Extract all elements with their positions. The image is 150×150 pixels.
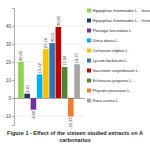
- legend-label: Vaccinium corymbosum L.: [93, 68, 140, 73]
- bar: [49, 43, 55, 98]
- legend-label: Echinacea purpurea L.: [93, 78, 133, 83]
- grid-line: [14, 44, 84, 45]
- data-label: -10,33: [68, 117, 73, 129]
- bar: [74, 64, 80, 98]
- y-tick-label: 10: [6, 78, 12, 83]
- legend-item: Hippophae rhamnoides L. - leaves: [87, 8, 150, 13]
- data-label: 2,41: [25, 84, 30, 93]
- legend-label: Hippophae rhamnoides L. - leaves: [93, 8, 150, 13]
- y-tick: 0: [8, 96, 14, 101]
- y-tick-mark: [12, 116, 14, 117]
- grid: [14, 26, 84, 116]
- y-tick-mark: [12, 98, 14, 99]
- data-label: 30,51: [50, 31, 55, 42]
- y-tick-mark: [12, 80, 14, 81]
- bar: [68, 98, 74, 117]
- legend-item: Plantago lanceolata L.: [87, 28, 132, 33]
- data-label: -6,50: [31, 110, 36, 120]
- legend-swatch: [87, 19, 91, 23]
- legend-label: Urtica dioica L.: [93, 38, 119, 43]
- data-label: 13,12: [37, 63, 42, 74]
- grid-line: [14, 26, 84, 27]
- legend-item: Hippophae rhamnoides L. - fruits: [87, 18, 150, 23]
- x-axis: [15, 98, 85, 100]
- grid-line: [14, 80, 84, 81]
- y-tick: -10: [4, 114, 14, 119]
- title: Figure 1 - Effect of the sixteen studied…: [7, 130, 143, 143]
- legend-swatch: [87, 49, 91, 53]
- data-label: 18,75: [74, 52, 79, 63]
- bar: [37, 74, 43, 98]
- legend-label: Rosa canina L.: [93, 98, 120, 103]
- legend-swatch: [87, 99, 91, 103]
- legend-item: Physalis peruviana L.: [87, 88, 131, 93]
- data-label: 39,45: [56, 15, 61, 26]
- bars: [18, 27, 80, 117]
- y-tick-mark: [12, 26, 14, 27]
- y-tick: 20: [6, 60, 14, 65]
- bar: [24, 94, 30, 98]
- y-tick-label: 40: [6, 24, 12, 29]
- bar: [56, 27, 62, 98]
- legend-item: Echinacea purpurea L.: [87, 78, 133, 83]
- bar: [18, 62, 24, 98]
- data-label: 27,14: [43, 37, 48, 48]
- y-axis-line: [12, 9, 15, 126]
- y-axis: -10 0 10 20 30 40: [4, 9, 14, 126]
- y-tick-mark: [12, 62, 14, 63]
- legend-swatch: [87, 59, 91, 63]
- y-tick-label: 20: [6, 60, 12, 65]
- legend-label: Hippophae rhamnoides L. - fruits: [93, 18, 150, 23]
- data-label: 20,00: [18, 50, 23, 61]
- y-tick: 10: [6, 78, 14, 83]
- bar: [62, 67, 68, 98]
- bar: [43, 49, 49, 98]
- legend-item: Lycium barbarum L.: [87, 58, 128, 63]
- legend-label: Plantago lanceolata L.: [93, 28, 133, 33]
- y-tick-label: 0: [8, 96, 11, 101]
- bar: [31, 98, 37, 110]
- legend-swatch: [87, 9, 91, 13]
- legend-item: Cichorium intybus L.: [87, 48, 129, 53]
- y-tick: 30: [6, 42, 14, 47]
- legend-item: Rosa canina L.: [87, 98, 119, 103]
- legend-label: Cichorium intybus L.: [93, 48, 129, 53]
- legend-swatch: [87, 89, 91, 93]
- legend-item: Vaccinium corymbosum L.: [87, 68, 139, 73]
- legend-swatch: [87, 69, 91, 73]
- chart: -10 0 10 20 30 40 20,00 2,41 -6,50 13,12 27,1430,5…: [0, 0, 150, 150]
- legend-swatch: [87, 29, 91, 33]
- y-tick-mark: [12, 44, 14, 45]
- legend-swatch: [87, 39, 91, 43]
- legend-label: Lycium barbarum L.: [93, 58, 128, 63]
- y-tick: 40: [6, 24, 14, 29]
- data-label: 17,24: [62, 55, 67, 66]
- legend: Hippophae rhamnoides L. - leaves Hippopha…: [87, 8, 150, 103]
- y-tick-label: -10: [4, 114, 11, 119]
- data-labels: 20,00 2,41 -6,50 13,12 27,1430,5139,45 17,24 -…: [18, 15, 79, 129]
- y-tick-label: 30: [6, 42, 12, 47]
- legend-label: Physalis peruviana L.: [93, 88, 131, 93]
- x-axis-line: [15, 98, 85, 99]
- legend-swatch: [87, 79, 91, 83]
- legend-item: Urtica dioica L.: [87, 38, 119, 43]
